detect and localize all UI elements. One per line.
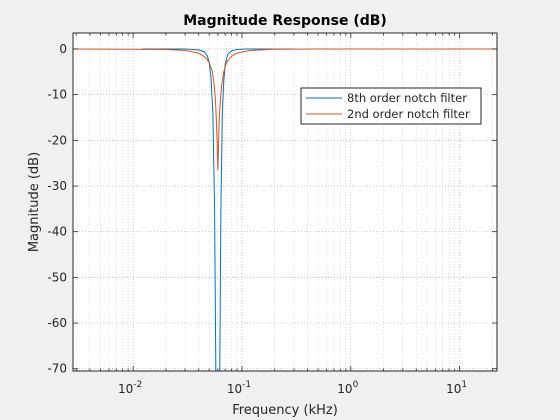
y-tick-label: -60	[47, 316, 67, 330]
plot-area	[73, 33, 497, 371]
y-tick-label: 0	[59, 42, 67, 56]
y-axis-label: Magnitude (dB)	[27, 152, 42, 252]
x-tick-label: 10-2	[118, 380, 142, 396]
legend-label-8th-order: 8th order notch filter	[347, 91, 467, 105]
legend: 8th order notch filter 2nd order notch f…	[300, 87, 482, 125]
grid-lines	[73, 33, 497, 371]
x-tick-label: 101	[446, 380, 467, 396]
y-tick-label: -20	[47, 133, 67, 147]
y-tick-label: -70	[47, 362, 67, 376]
legend-box	[300, 87, 482, 125]
y-tick-label: -40	[47, 225, 67, 239]
x-axis-label: Frequency (kHz)	[232, 403, 338, 418]
series-line-2nd-order	[72, 48, 497, 171]
x-tick-label: 100	[337, 380, 358, 396]
chart-title: Magnitude Response (dB)	[183, 13, 387, 29]
y-tick-label: -50	[47, 270, 67, 284]
legend-label-2nd-order: 2nd order notch filter	[347, 107, 470, 121]
y-tick-label: -10	[47, 88, 67, 102]
x-tick-label: 10-1	[227, 380, 251, 396]
axes-box	[72, 32, 498, 372]
y-tick-label: -30	[47, 179, 67, 193]
axis-ticks: 10-2 10-1 100 101 0 -10 -20 -30 -40 -50 -60 -70	[47, 33, 497, 396]
